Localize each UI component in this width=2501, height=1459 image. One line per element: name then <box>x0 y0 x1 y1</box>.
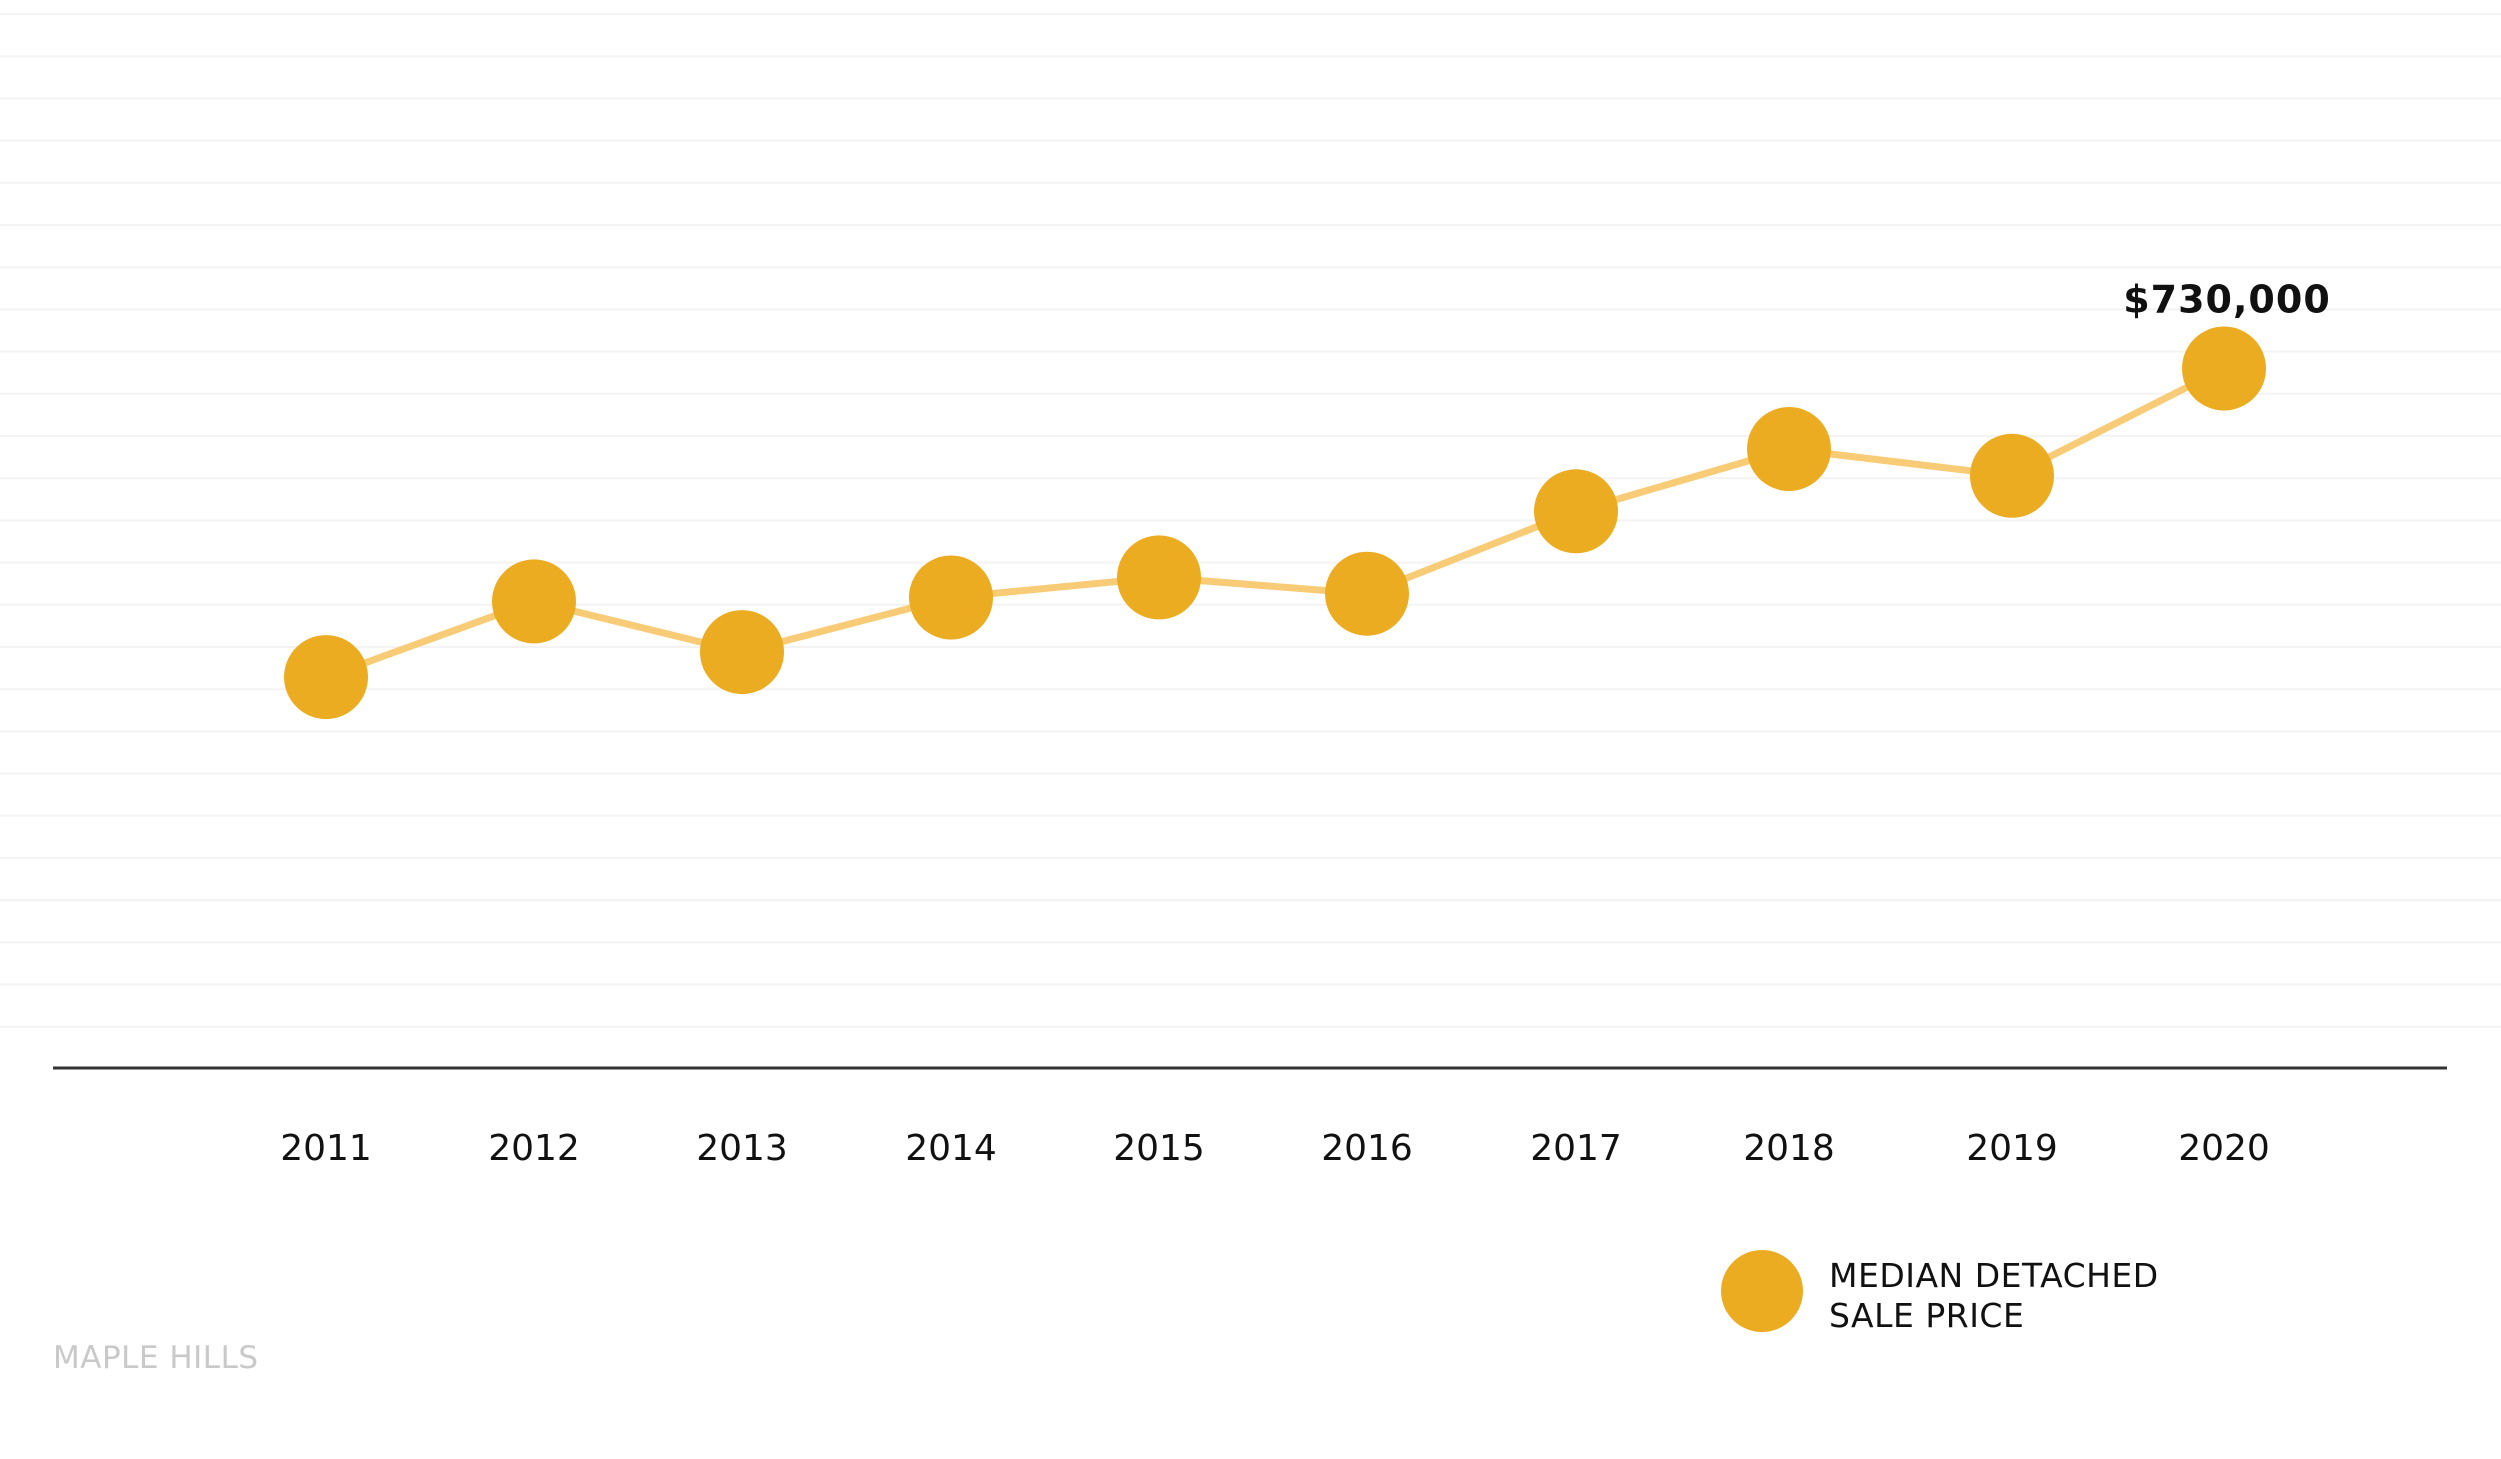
data-point-2020 <box>2182 326 2266 411</box>
data-point-2016 <box>1325 551 1409 636</box>
annotations: $730,000 <box>2123 278 2331 322</box>
data-point-2018 <box>1747 407 1831 491</box>
x-tick-label-2014: 2014 <box>905 1128 997 1169</box>
x-tick-label-2011: 2011 <box>280 1128 372 1169</box>
x-axis-tick-labels: 2011 2012 2013 2014 2015 2016 2017 2018 2019 2020 <box>280 1128 2270 1169</box>
data-point-2011 <box>284 635 368 720</box>
series-median-detached-sale-price <box>284 326 2266 720</box>
data-point-2014 <box>909 555 993 640</box>
legend: MEDIAN DETACHED SALE PRICE <box>1721 1250 2159 1335</box>
x-tick-label-2015: 2015 <box>1113 1128 1205 1169</box>
x-tick-label-2018: 2018 <box>1743 1128 1835 1169</box>
legend-label-line-2: SALE PRICE <box>1829 1296 2024 1335</box>
x-tick-label-2020: 2020 <box>2178 1128 2270 1169</box>
data-point-2012 <box>492 559 576 644</box>
legend-label-line-1: MEDIAN DETACHED <box>1829 1256 2159 1295</box>
data-point-2013 <box>700 610 784 695</box>
x-tick-label-2013: 2013 <box>696 1128 788 1169</box>
data-point-2015 <box>1117 535 1201 620</box>
x-tick-label-2016: 2016 <box>1321 1128 1413 1169</box>
x-tick-label-2019: 2019 <box>1966 1128 2058 1169</box>
x-tick-label-2017: 2017 <box>1530 1128 1622 1169</box>
grid-lines <box>0 13 2501 1028</box>
legend-marker <box>1721 1250 1803 1332</box>
data-label-2020: $730,000 <box>2123 278 2331 322</box>
footer-brand: MAPLE HILLS <box>53 1340 259 1376</box>
data-point-2019 <box>1970 433 2054 518</box>
data-point-2017 <box>1534 469 1618 554</box>
x-tick-label-2012: 2012 <box>488 1128 580 1169</box>
series-line <box>324 365 2226 681</box>
